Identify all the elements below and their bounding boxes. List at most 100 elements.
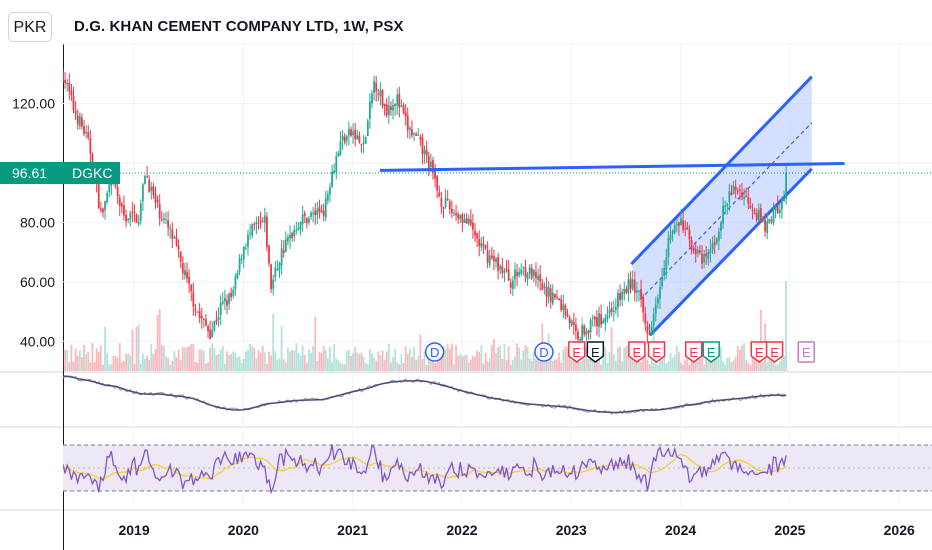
volume-bar bbox=[148, 359, 151, 371]
candle-body bbox=[247, 234, 249, 247]
volume-bar bbox=[461, 356, 464, 371]
volume-bar bbox=[549, 358, 552, 371]
candle-body bbox=[158, 203, 161, 219]
candle-body bbox=[219, 302, 222, 316]
volume-bar bbox=[596, 358, 598, 371]
earnings-marker[interactable]: E bbox=[628, 341, 646, 363]
volume-bar bbox=[690, 359, 693, 371]
marker-label: E bbox=[572, 345, 581, 360]
candle-body bbox=[621, 292, 624, 300]
candle-body bbox=[240, 259, 243, 261]
earnings-marker[interactable]: E bbox=[647, 341, 666, 363]
volume-bar bbox=[289, 351, 291, 371]
candle-body bbox=[596, 317, 598, 327]
price-tag-symbol: DGKC bbox=[72, 165, 112, 181]
candle-body bbox=[575, 324, 577, 331]
volume-bar bbox=[345, 351, 348, 371]
earnings-marker[interactable]: E bbox=[702, 341, 720, 363]
candle-body bbox=[123, 205, 125, 216]
volume-bar bbox=[680, 362, 682, 371]
candle-body bbox=[459, 215, 462, 220]
currency-badge[interactable]: PKR bbox=[8, 12, 52, 42]
candle-body bbox=[144, 176, 146, 184]
volume-bar bbox=[722, 361, 724, 371]
earnings-marker[interactable]: E bbox=[765, 341, 784, 363]
horizontal-trendline-group[interactable] bbox=[63, 162, 932, 174]
candle-body bbox=[141, 184, 144, 202]
candle-body bbox=[398, 93, 401, 108]
volume-bar bbox=[587, 358, 590, 371]
candle-body bbox=[566, 314, 569, 317]
candle-body bbox=[484, 244, 487, 249]
candle-body bbox=[257, 222, 260, 224]
volume-bar bbox=[497, 347, 500, 371]
candle-body bbox=[499, 265, 502, 270]
volume-bar bbox=[89, 362, 92, 371]
candle-body bbox=[627, 279, 630, 293]
volume-bar bbox=[781, 344, 783, 371]
candle-body bbox=[781, 202, 783, 210]
candle-body bbox=[190, 285, 193, 292]
candle-body bbox=[474, 230, 476, 236]
marker-label: D bbox=[539, 345, 548, 360]
volume-bar bbox=[137, 324, 140, 371]
volume-bar bbox=[251, 346, 254, 371]
candle-body bbox=[457, 214, 460, 219]
volume-bar bbox=[425, 364, 428, 371]
volume-bar bbox=[247, 349, 249, 371]
candle-body bbox=[461, 213, 464, 223]
earnings-marker[interactable]: E bbox=[797, 341, 816, 363]
volume-bar bbox=[97, 351, 100, 371]
volume-bar bbox=[118, 343, 121, 371]
earnings-marker[interactable]: E bbox=[567, 341, 586, 363]
volume-bar bbox=[560, 362, 563, 371]
volume-bar bbox=[696, 355, 699, 371]
candle-body bbox=[230, 292, 233, 298]
volume-bar bbox=[614, 360, 617, 371]
volume-bar bbox=[139, 363, 142, 371]
candle-body bbox=[289, 234, 291, 239]
volume-bar bbox=[530, 360, 533, 371]
volume-bar bbox=[478, 351, 481, 371]
time-tick-label: 2023 bbox=[556, 522, 587, 538]
candle-body bbox=[785, 172, 788, 199]
candle-body bbox=[568, 317, 571, 324]
dividend-marker[interactable]: D bbox=[424, 342, 445, 362]
volume-bar bbox=[524, 344, 527, 371]
candle-body bbox=[276, 268, 279, 270]
volume-bar bbox=[369, 348, 371, 371]
volume-bar bbox=[297, 353, 300, 371]
volume-bar bbox=[209, 348, 212, 371]
candle-body bbox=[213, 320, 216, 331]
candle-body bbox=[757, 209, 760, 221]
candle-body bbox=[486, 250, 489, 263]
volume-bar bbox=[70, 344, 73, 371]
candle-body bbox=[160, 219, 163, 221]
candle-body bbox=[467, 218, 470, 224]
volume-bar bbox=[177, 349, 180, 371]
candle-body bbox=[722, 205, 724, 224]
volume-bar bbox=[755, 358, 758, 371]
volume-bar bbox=[263, 352, 266, 371]
earnings-marker[interactable]: E bbox=[750, 341, 769, 363]
candle-body bbox=[448, 201, 451, 210]
volume-bar bbox=[627, 344, 630, 371]
candle-body bbox=[783, 198, 785, 201]
volume-bar bbox=[583, 350, 586, 371]
volume-bar bbox=[400, 353, 403, 371]
volume-bar bbox=[535, 358, 537, 371]
dividend-marker[interactable]: D bbox=[534, 342, 554, 362]
regression-channel[interactable] bbox=[630, 75, 813, 337]
earnings-marker[interactable]: E bbox=[586, 341, 605, 363]
marker-shape bbox=[765, 341, 784, 363]
candle-body bbox=[354, 129, 357, 139]
volume-bar bbox=[776, 364, 779, 371]
volume-bar bbox=[415, 360, 418, 371]
candle-body bbox=[417, 134, 420, 136]
marker-shape bbox=[797, 341, 816, 363]
candle-body bbox=[759, 208, 762, 222]
last-price-tag: 96.61 DGKC bbox=[0, 161, 120, 184]
earnings-marker[interactable]: E bbox=[684, 341, 703, 363]
